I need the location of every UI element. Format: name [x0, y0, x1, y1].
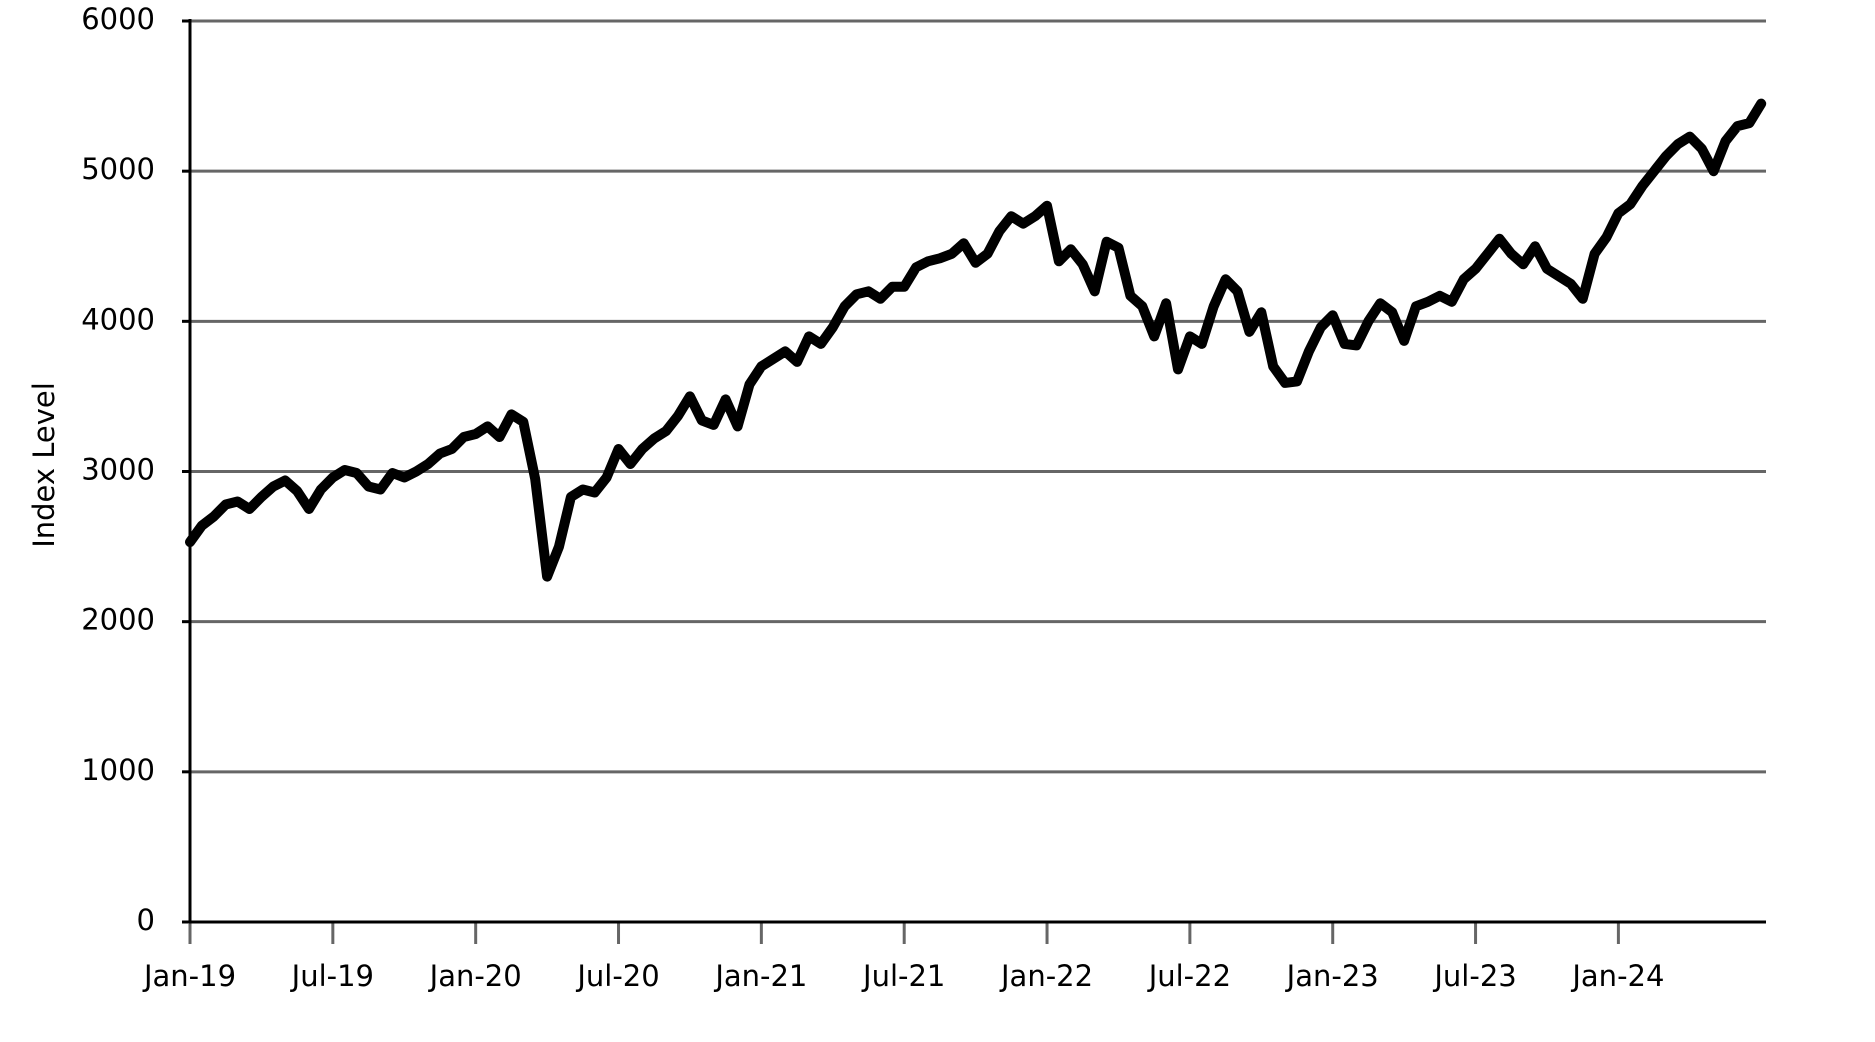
x-tick-label: Jul-22	[1147, 959, 1231, 993]
x-tick-label: Jan-20	[428, 959, 522, 993]
data-line	[185, 98, 1767, 582]
x-tick-label: Jan-21	[713, 959, 807, 993]
x-tick-label: Jan-22	[999, 959, 1093, 993]
x-tick-label: Jan-19	[142, 959, 236, 993]
x-tick-label: Jul-21	[861, 959, 945, 993]
y-tick-label: 4000	[81, 302, 155, 336]
y-tick-label: 1000	[81, 753, 155, 787]
y-tick-label: 6000	[81, 2, 155, 36]
y-axis-label: Index Level	[27, 382, 61, 548]
x-tick-label: Jul-20	[575, 959, 659, 993]
y-tick-label: 2000	[81, 603, 155, 637]
x-tick-label: Jan-24	[1570, 959, 1664, 993]
x-tick-label: Jan-23	[1285, 959, 1379, 993]
y-tick-label: 5000	[81, 152, 155, 186]
x-tick-label: Jul-23	[1432, 959, 1516, 993]
y-tick-label: 0	[137, 903, 155, 937]
x-tick-label: Jul-19	[290, 959, 374, 993]
y-tick-label: 3000	[81, 453, 155, 487]
